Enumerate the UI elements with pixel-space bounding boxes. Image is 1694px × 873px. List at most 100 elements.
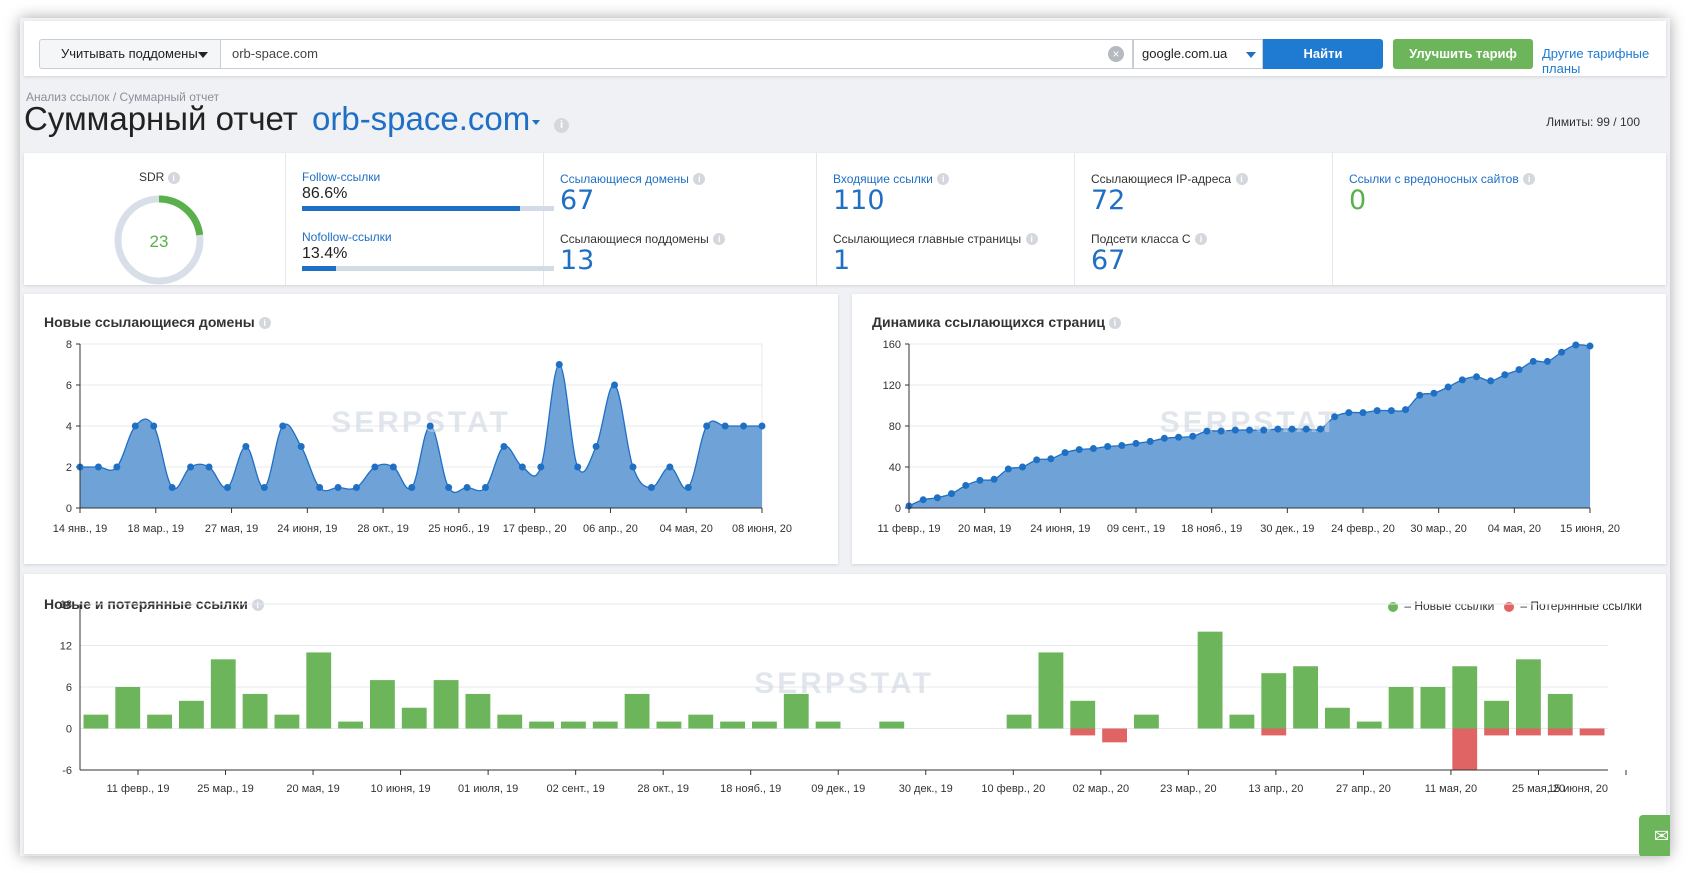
nofollow-value: 13.4% [302, 245, 348, 262]
data-point [1274, 425, 1282, 433]
info-icon[interactable]: i [937, 172, 950, 185]
x-tick-label: 01 июля, 19 [458, 783, 518, 795]
data-point [1146, 437, 1154, 445]
bar-new-links [370, 680, 395, 729]
ref-domains-label[interactable]: Ссылающиеся домены [560, 172, 689, 186]
info-icon[interactable]: i [1523, 172, 1536, 185]
legend-new[interactable]: – Новые ссылки [1388, 599, 1494, 613]
x-tick-label: 20 мая, 19 [286, 783, 339, 795]
data-point [1033, 456, 1041, 464]
info-icon[interactable]: i [554, 118, 569, 133]
legend-lost[interactable]: – Потерянные ссылки [1504, 599, 1642, 613]
domain-title[interactable]: orb-space.com [312, 100, 541, 138]
bar-new-links [242, 693, 268, 729]
bar-new-links [1516, 659, 1541, 729]
bar-new-links [147, 714, 172, 729]
x-tick-label: 25 мар., 19 [197, 783, 254, 795]
bar-new-links [1293, 666, 1318, 729]
legend-lost-label: – Потерянные ссылки [1517, 599, 1642, 613]
data-point [518, 463, 526, 471]
data-point [1345, 409, 1353, 417]
info-icon[interactable]: i [1195, 232, 1208, 245]
y-tick-label: 6 [66, 380, 72, 392]
inbound-value[interactable]: 110 [833, 185, 885, 216]
bar-new-links [179, 700, 204, 729]
x-tick-label: 04 мая, 20 [1488, 523, 1541, 535]
data-point [1132, 439, 1140, 447]
data-point [1160, 434, 1168, 442]
chat-icon[interactable]: ✉ [1639, 815, 1670, 856]
bar-new-links [1547, 693, 1573, 729]
subdomains-dropdown[interactable]: Учитывать поддомены [39, 39, 221, 69]
data-point [1586, 342, 1594, 350]
data-point [297, 443, 305, 450]
follow-label[interactable]: Follow-ссылки [302, 170, 381, 184]
domain-search-input[interactable]: orb-space.com [221, 39, 1133, 69]
bar-new-links [879, 721, 905, 729]
info-icon[interactable]: i [693, 172, 706, 185]
data-point [408, 484, 416, 491]
ref-subdomains-value[interactable]: 13 [560, 245, 595, 276]
subnets-value[interactable]: 67 [1091, 245, 1126, 276]
info-icon[interactable]: i [167, 171, 180, 184]
follow-value: 86.6% [302, 185, 348, 202]
upgrade-plan-button[interactable]: Улучшить тариф [1393, 39, 1533, 69]
main-pages-label: Ссылающиеся главные страницы [833, 232, 1022, 246]
data-point [1217, 427, 1225, 435]
data-point [223, 484, 231, 491]
info-icon[interactable]: i [1108, 317, 1121, 330]
other-plans-link[interactable]: Другие тарифные планы [1542, 46, 1650, 76]
ips-value[interactable]: 72 [1091, 185, 1126, 216]
info-icon[interactable]: i [251, 599, 264, 612]
new-domains-card: Новые ссылающиеся домены i 0 2 4 6 8 SERPSTAT… [24, 294, 838, 564]
x-tick-label: 14 янв., 19 [53, 523, 108, 535]
data-point [1487, 377, 1495, 385]
data-point [1061, 449, 1069, 457]
x-tick-label: 25 мая, 20 [1512, 783, 1565, 795]
chevron-down-icon [1246, 52, 1256, 58]
data-point [260, 484, 268, 491]
malicious-label[interactable]: Ссылки с вредоносных сайтов [1349, 172, 1519, 186]
watermark-text: SERPSTAT [754, 667, 934, 700]
ref-subdomains-label: Ссылающиеся поддомены [560, 232, 709, 246]
breadcrumb-section[interactable]: Анализ ссылок [26, 90, 110, 104]
legend-lost-dot [1504, 601, 1514, 612]
ref-domains-heading: Ссылающиеся домены i [560, 170, 706, 188]
bar-new-links [815, 721, 841, 729]
y-tick-label: 120 [883, 380, 901, 392]
database-select[interactable]: google.com.ua [1133, 39, 1263, 69]
new-domains-heading: Новые ссылающиеся домены i [44, 314, 271, 330]
malicious-heading: Ссылки с вредоносных сайтов i [1349, 170, 1536, 188]
data-point [389, 463, 397, 471]
ref-domains-value[interactable]: 67 [560, 185, 595, 216]
data-point [316, 484, 324, 491]
inbound-label[interactable]: Входящие ссылки [833, 172, 933, 186]
data-point [1019, 463, 1026, 471]
area-fill [80, 364, 762, 508]
app-window: Учитывать поддомены orb-space.com × goog… [20, 18, 1670, 856]
info-icon[interactable]: i [713, 232, 726, 245]
data-point [592, 443, 600, 450]
data-point [703, 422, 711, 430]
data-point [1118, 441, 1126, 449]
x-tick-label: 10 июня, 19 [371, 783, 431, 795]
data-point [1246, 426, 1253, 434]
data-point [205, 463, 213, 471]
x-tick-label: 11 мая, 20 [1425, 783, 1477, 795]
breadcrumb: Анализ ссылок / Суммарный отчет [26, 90, 219, 104]
bar-new-links [624, 693, 650, 729]
bar-new-links [1229, 714, 1255, 729]
main-pages-value[interactable]: 1 [833, 245, 851, 276]
data-point [1175, 433, 1183, 441]
info-icon[interactable]: i [1025, 232, 1038, 245]
nofollow-label[interactable]: Nofollow-ссылки [302, 230, 392, 244]
data-point [721, 422, 729, 430]
find-button[interactable]: Найти [1263, 39, 1383, 69]
info-icon[interactable]: i [258, 317, 271, 330]
x-tick-label: 18 нояб., 19 [720, 783, 781, 795]
y-tick-label: -6 [62, 765, 72, 777]
ref-domains-block: Ссылающиеся домены i 67 Ссылающиеся подд… [544, 153, 817, 285]
data-point [629, 463, 637, 471]
clear-icon[interactable]: × [1108, 46, 1124, 62]
info-icon[interactable]: i [1235, 172, 1248, 185]
